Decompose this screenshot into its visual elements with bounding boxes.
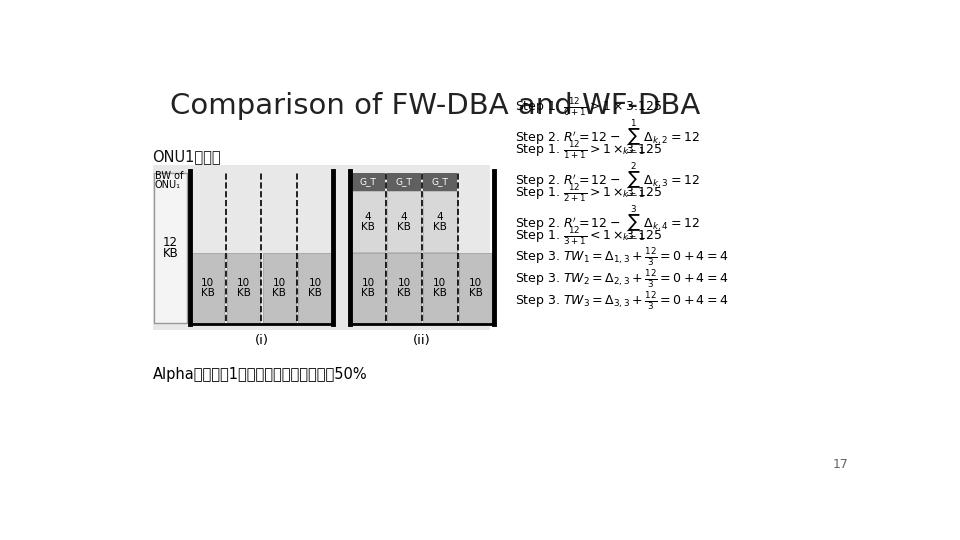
Bar (191, 253, 225, 323)
Text: Comparison of FW-DBA and WF-DBA: Comparison of FW-DBA and WF-DBA (170, 92, 701, 120)
Bar (387, 173, 420, 191)
Text: 10: 10 (397, 279, 411, 288)
Text: 10: 10 (362, 279, 374, 288)
Bar (351, 173, 385, 191)
Text: KB: KB (433, 222, 446, 232)
Text: 10: 10 (201, 279, 214, 288)
Bar (387, 191, 420, 252)
Text: ONU₁: ONU₁ (155, 180, 180, 190)
Text: 10: 10 (237, 279, 250, 288)
Text: 4: 4 (365, 212, 372, 222)
Text: KB: KB (361, 288, 375, 299)
Text: (i): (i) (254, 334, 269, 347)
Bar (423, 191, 457, 252)
Text: 17: 17 (832, 458, 849, 471)
Text: G_T: G_T (431, 177, 448, 186)
Text: BW of: BW of (155, 171, 183, 181)
Text: G_T: G_T (360, 177, 376, 186)
Text: 10: 10 (309, 279, 322, 288)
Bar (299, 253, 332, 323)
Text: KB: KB (308, 288, 323, 299)
Text: 10: 10 (469, 279, 482, 288)
Text: KB: KB (433, 288, 446, 299)
Bar (351, 253, 385, 323)
Bar (227, 253, 260, 323)
Bar (263, 253, 296, 323)
Text: Step 1. $\frac{12}{2+1} > 1 \times 3.125$: Step 1. $\frac{12}{2+1} > 1 \times 3.125… (516, 182, 662, 204)
Text: ONU1的分配: ONU1的分配 (153, 150, 221, 165)
Bar (423, 253, 457, 323)
Text: G_T: G_T (396, 177, 413, 186)
Text: Step 1. $\frac{12}{0+1} > 1 \times 3.125$: Step 1. $\frac{12}{0+1} > 1 \times 3.125… (516, 96, 662, 118)
Text: KB: KB (361, 222, 375, 232)
Bar (387, 253, 420, 323)
Text: 12: 12 (163, 236, 178, 249)
Text: KB: KB (468, 288, 483, 299)
Text: (ii): (ii) (413, 334, 431, 347)
Text: KB: KB (273, 288, 286, 299)
Bar (153, 165, 490, 330)
Text: KB: KB (236, 288, 251, 299)
Text: 4: 4 (437, 212, 444, 222)
Text: Step 1. $\frac{12}{1+1} > 1 \times 3.125$: Step 1. $\frac{12}{1+1} > 1 \times 3.125… (516, 139, 662, 160)
Text: Step 2. $R' = 12 - \sum_{k=1}^{1} \Delta_{k,2} = 12$: Step 2. $R' = 12 - \sum_{k=1}^{1} \Delta… (516, 117, 700, 158)
Text: Alpha這邊設為1，代表有效使用率要大於50%: Alpha這邊設為1，代表有效使用率要大於50% (153, 367, 367, 382)
Text: Step 1. $\frac{12}{3+1} < 1 \times 3.125$: Step 1. $\frac{12}{3+1} < 1 \times 3.125… (516, 225, 662, 247)
Text: 10: 10 (273, 279, 286, 288)
Bar (423, 173, 457, 191)
Text: Step 2. $R' = 12 - \sum_{k=1}^{2} \Delta_{k,3} = 12$: Step 2. $R' = 12 - \sum_{k=1}^{2} \Delta… (516, 160, 700, 201)
Text: KB: KB (201, 288, 215, 299)
Text: 4: 4 (400, 212, 407, 222)
Text: Step 2. $R' = 12 - \sum_{k=1}^{3} \Delta_{k,4} = 12$: Step 2. $R' = 12 - \sum_{k=1}^{3} \Delta… (516, 204, 700, 244)
Text: KB: KB (397, 222, 411, 232)
Bar (459, 253, 492, 323)
Text: KB: KB (162, 247, 179, 260)
Text: Step 3. $TW_3 = \Delta_{3,3} + \frac{12}{3} = 0 + 4 = 4$: Step 3. $TW_3 = \Delta_{3,3} + \frac{12}… (516, 289, 729, 312)
Text: Step 3. $TW_1 = \Delta_{1,3} + \frac{12}{3} = 0 + 4 = 4$: Step 3. $TW_1 = \Delta_{1,3} + \frac{12}… (516, 247, 729, 268)
Text: KB: KB (397, 288, 411, 299)
Text: 10: 10 (433, 279, 446, 288)
Bar (155, 173, 186, 323)
Text: Step 3. $TW_2 = \Delta_{2,3} + \frac{12}{3} = 0 + 4 = 4$: Step 3. $TW_2 = \Delta_{2,3} + \frac{12}… (516, 268, 729, 290)
Bar (351, 191, 385, 252)
